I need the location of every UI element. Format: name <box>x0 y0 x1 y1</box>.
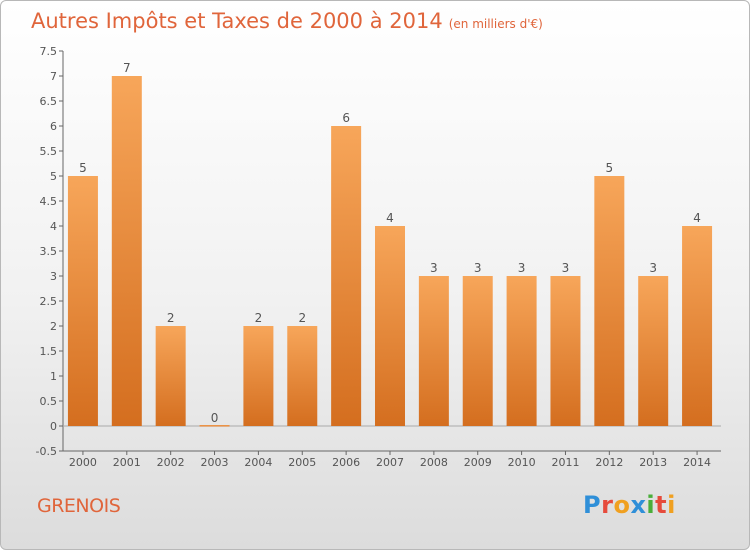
bar <box>243 326 274 426</box>
data-label: 3 <box>474 261 482 275</box>
bar <box>287 326 318 426</box>
chart-title-text: Autres Impôts et Taxes de 2000 à 2014 <box>31 9 443 33</box>
bar <box>682 226 713 426</box>
chart-subtitle: (en milliers d'€) <box>448 17 543 31</box>
x-tick-label: 2003 <box>201 456 229 469</box>
x-tick-label: 2012 <box>595 456 623 469</box>
bar <box>550 276 581 426</box>
y-tick-label: 1 <box>50 370 57 383</box>
x-tick-label: 2000 <box>69 456 97 469</box>
bar <box>111 76 142 426</box>
data-label: 3 <box>430 261 438 275</box>
x-tick-label: 2006 <box>332 456 360 469</box>
y-tick-label: 3.5 <box>40 245 58 258</box>
y-tick-label: -0.5 <box>36 445 57 458</box>
y-tick-label: 0 <box>50 420 57 433</box>
data-label: 4 <box>386 211 394 225</box>
x-tick-label: 2001 <box>113 456 141 469</box>
x-tick-label: 2005 <box>288 456 316 469</box>
y-tick-label: 2.5 <box>40 295 58 308</box>
y-tick-label: 5 <box>50 170 57 183</box>
bar <box>594 176 625 426</box>
x-tick-label: 2011 <box>551 456 579 469</box>
brand-letter: P <box>583 491 602 519</box>
data-label: 5 <box>606 161 614 175</box>
x-tick-label: 2002 <box>157 456 185 469</box>
x-tick-label: 2007 <box>376 456 404 469</box>
brand-letter: i <box>667 491 676 519</box>
commune-name: GRENOIS <box>37 495 121 517</box>
bar <box>199 425 230 427</box>
y-tick-label: 0.5 <box>40 395 58 408</box>
y-tick-label: 6 <box>50 120 57 133</box>
brand-letter: r <box>601 491 614 519</box>
data-label: 2 <box>167 311 175 325</box>
data-label: 3 <box>562 261 570 275</box>
brand-logo: Proxiti <box>583 491 676 519</box>
y-tick-label: 2 <box>50 320 57 333</box>
x-tick-label: 2010 <box>508 456 536 469</box>
x-tick-label: 2013 <box>639 456 667 469</box>
x-tick-label: 2009 <box>464 456 492 469</box>
y-tick-label: 1.5 <box>40 345 58 358</box>
brand-letter: i <box>646 491 656 519</box>
data-label: 3 <box>649 261 657 275</box>
brand-letter: o <box>613 491 631 519</box>
bar <box>462 276 493 426</box>
y-tick-label: 7.5 <box>40 45 58 58</box>
y-tick-label: 4 <box>50 220 57 233</box>
data-label: 7 <box>123 61 131 75</box>
data-label: 3 <box>518 261 526 275</box>
data-labels: 5 7 2 0 2 2 6 4 3 3 3 3 5 3 4 <box>79 61 701 425</box>
data-label: 5 <box>79 161 87 175</box>
bars <box>67 76 713 427</box>
bar <box>331 126 362 426</box>
chart-title: Autres Impôts et Taxes de 2000 à 2014 (en… <box>31 9 543 33</box>
brand-letter: t <box>655 491 668 519</box>
data-label: 2 <box>255 311 263 325</box>
bar <box>155 326 186 426</box>
bar <box>375 226 405 426</box>
y-tick-label: 6.5 <box>40 95 58 108</box>
y-tick-label: 5.5 <box>40 145 58 158</box>
y-axis: -0.5 0 0.5 1 1.5 2 2.5 3 3.5 4 4.5 5 5.5 6 6.5 7 7.5 <box>36 45 64 458</box>
data-label: 6 <box>342 111 350 125</box>
data-label: 2 <box>298 311 306 325</box>
x-tick-label: 2014 <box>683 456 711 469</box>
bar <box>506 276 537 426</box>
x-axis: 2000 2001 2002 2003 2004 2005 2006 2007 2008 2009… <box>63 425 721 469</box>
data-label: 4 <box>693 211 701 225</box>
y-tick-label: 3 <box>50 270 57 283</box>
bar <box>418 276 449 426</box>
bar <box>638 276 669 426</box>
y-tick-label: 4.5 <box>40 195 58 208</box>
bar <box>67 176 98 426</box>
data-label: 0 <box>211 411 219 425</box>
y-tick-label: 7 <box>50 70 57 83</box>
brand-letter: x <box>630 491 647 519</box>
x-tick-label: 2008 <box>420 456 448 469</box>
x-tick-label: 2004 <box>244 456 272 469</box>
